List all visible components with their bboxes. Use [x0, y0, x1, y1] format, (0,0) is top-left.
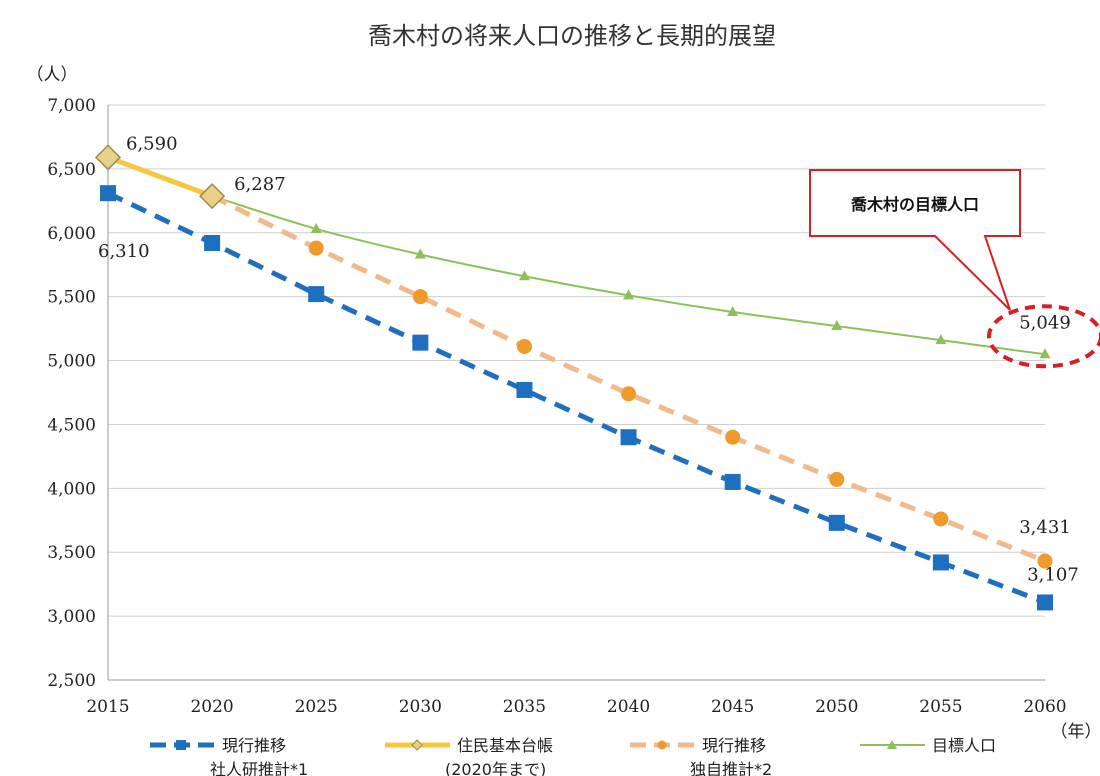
y-tick-label: 3,000 — [47, 607, 96, 627]
legend-label-line2: 社人研推計*1 — [210, 760, 308, 776]
x-tick-label: 2030 — [399, 697, 442, 717]
data-label: 3,431 — [1019, 517, 1071, 538]
x-tick-label: 2035 — [503, 697, 546, 717]
y-tick-label: 4,500 — [47, 415, 96, 435]
legend-marker — [887, 740, 897, 749]
callout-text: 喬木村の目標人口 — [850, 195, 979, 214]
legend-label-line2: (2020年まで) — [445, 760, 546, 776]
y-tick-label: 3,500 — [47, 543, 96, 563]
gridlines — [108, 104, 1045, 681]
y-axis-unit: （人） — [27, 65, 78, 85]
x-tick-label: 2015 — [86, 697, 129, 717]
x-tick-label: 2025 — [295, 697, 338, 717]
series-marker — [623, 289, 635, 300]
series-marker — [932, 554, 949, 571]
data-label: 3,107 — [1027, 564, 1079, 585]
y-tick-label: 7,000 — [47, 96, 96, 116]
series-marker — [518, 270, 530, 281]
data-label: 6,310 — [98, 241, 150, 262]
series-marker — [414, 248, 426, 259]
series-marker — [828, 514, 845, 531]
y-tick-label: 6,500 — [47, 160, 96, 180]
data-label: 6,590 — [126, 133, 178, 154]
legend-label: 住民基本台帳 — [457, 736, 553, 755]
series-marker — [935, 334, 947, 345]
legend-label: 現行推移 — [222, 736, 286, 755]
axes: 2,500 3,000 3,500 4,000 4,500 5,000 5,500 6,000… — [47, 96, 1066, 717]
target-ellipse — [987, 304, 1100, 369]
series-marker — [620, 429, 637, 446]
series-marker — [1037, 594, 1053, 611]
y-tick-label: 5,000 — [47, 352, 96, 372]
series-layer — [94, 144, 1053, 611]
legend-marker — [176, 740, 186, 750]
data-label: 6,287 — [234, 174, 286, 195]
y-tick-label: 5,500 — [47, 288, 96, 308]
series-marker — [100, 185, 116, 202]
legend-marker — [657, 740, 667, 750]
series-line — [106, 190, 1046, 605]
series-marker — [310, 222, 322, 233]
series-marker — [516, 381, 533, 398]
legend-label: 現行推移 — [702, 736, 766, 755]
x-tick-label: 2060 — [1023, 697, 1066, 717]
series-marker — [412, 334, 429, 351]
series-marker — [94, 144, 122, 171]
y-tick-label: 4,000 — [47, 479, 96, 499]
series-marker — [831, 320, 843, 331]
data-labels: 6,590 6,287 6,310 5,049 3,431 3,107 — [98, 133, 1079, 585]
target-callout: 喬木村の目標人口 — [809, 169, 1100, 369]
chart-title: 喬木村の将来人口の推移と長期的展望 — [368, 22, 776, 50]
x-tick-label: 2045 — [711, 697, 754, 717]
y-tick-label: 2,500 — [47, 671, 96, 691]
legend-item-1: 住民基本台帳 (2020年まで) — [385, 736, 553, 776]
legend-label-line2: 独自推計*2 — [690, 760, 772, 776]
series-line — [210, 193, 1046, 564]
series-marker — [1037, 553, 1053, 569]
x-tick-label: 2020 — [190, 697, 233, 717]
series-marker — [724, 473, 741, 490]
series-marker — [308, 286, 325, 303]
x-tick-label: 2040 — [607, 697, 650, 717]
series-marker — [1039, 348, 1051, 359]
series-marker — [516, 339, 532, 354]
series-marker — [725, 429, 741, 445]
data-label: 5,049 — [1019, 312, 1071, 333]
y-tick-label: 6,000 — [47, 224, 96, 244]
series-marker — [727, 306, 739, 316]
series-marker — [933, 511, 949, 527]
x-tick-label: 2050 — [815, 697, 858, 717]
x-tick-label: 2055 — [919, 697, 962, 717]
legend-label: 目標人口 — [932, 736, 996, 755]
legend-marker — [411, 739, 423, 751]
series-marker — [829, 471, 845, 487]
series-2 — [204, 188, 1053, 569]
series-marker — [621, 386, 637, 402]
series-marker — [308, 240, 324, 256]
x-axis-unit: （年） — [1051, 722, 1100, 742]
series-line — [107, 155, 213, 199]
series-marker — [199, 183, 226, 210]
callout-box — [809, 169, 1021, 311]
series-0 — [100, 185, 1053, 611]
series-marker — [412, 289, 428, 305]
series-1 — [94, 144, 226, 210]
series-marker — [204, 235, 221, 251]
legend-item-3: 目標人口 — [860, 736, 996, 755]
